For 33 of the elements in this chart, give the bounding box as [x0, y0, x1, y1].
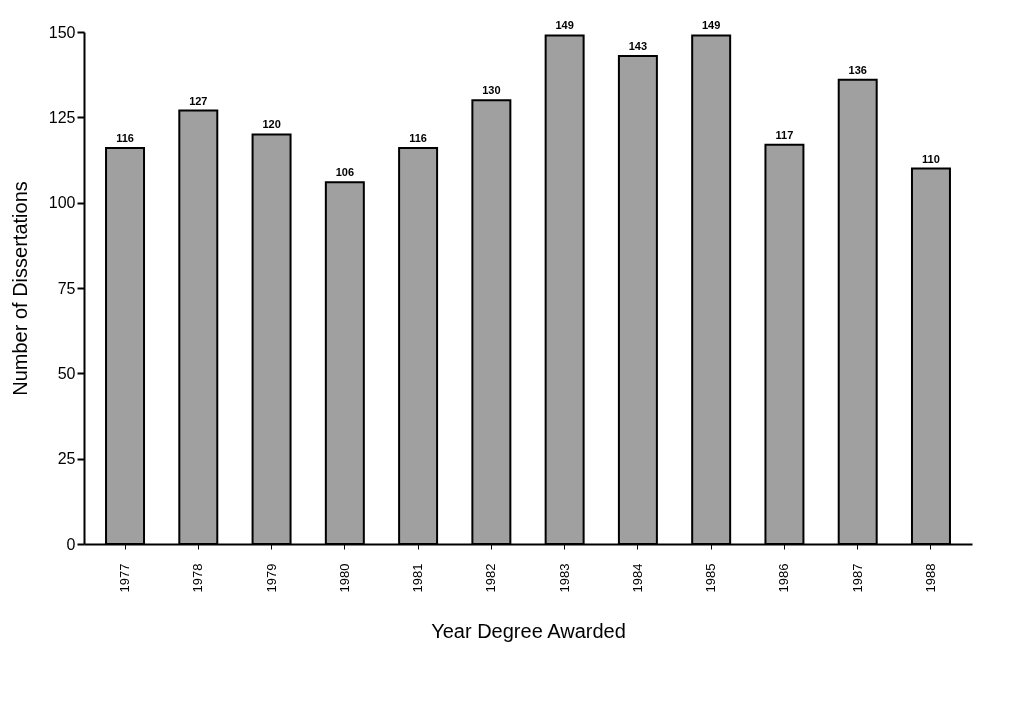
- data-label: 149: [701, 19, 721, 32]
- data-label: 127: [189, 94, 208, 107]
- data-label: 120: [262, 118, 281, 131]
- data-label: 116: [409, 132, 427, 145]
- data-label: 106: [335, 166, 355, 179]
- x-axis-title: Year Degree Awarded: [431, 620, 626, 643]
- x-tick-label: 1977: [117, 563, 133, 593]
- x-tick-label: 1979: [263, 563, 279, 593]
- x-tick-label: 1988: [922, 563, 938, 593]
- data-label: 117: [775, 128, 794, 141]
- x-tick-label: 1984: [629, 563, 645, 593]
- data-label: 110: [922, 152, 940, 165]
- x-tick-label: 1978: [190, 563, 206, 593]
- y-tick-label: 0: [66, 535, 76, 553]
- y-tick-label: 25: [57, 450, 76, 468]
- x-tick-label: 1983: [556, 563, 572, 593]
- data-label: 136: [848, 63, 867, 76]
- x-tick-label: 1987: [849, 563, 865, 593]
- y-tick-label: 75: [57, 279, 76, 297]
- y-tick-label: 50: [57, 364, 76, 382]
- x-tick-label: 1980: [336, 563, 352, 593]
- x-tick-label: 1986: [776, 563, 792, 593]
- y-tick-label: 100: [48, 194, 76, 212]
- data-label: 116: [116, 132, 134, 145]
- y-tick-label: 150: [48, 23, 76, 41]
- x-tick-label: 1982: [483, 563, 499, 593]
- y-axis-title: Number of Dissertations: [8, 181, 31, 396]
- data-label: 149: [555, 19, 574, 32]
- x-tick-label: 1985: [703, 563, 719, 593]
- data-label: 143: [628, 39, 648, 52]
- data-label: 130: [482, 84, 501, 97]
- x-tick-label: 1981: [410, 563, 426, 593]
- y-tick-label: 125: [48, 108, 76, 126]
